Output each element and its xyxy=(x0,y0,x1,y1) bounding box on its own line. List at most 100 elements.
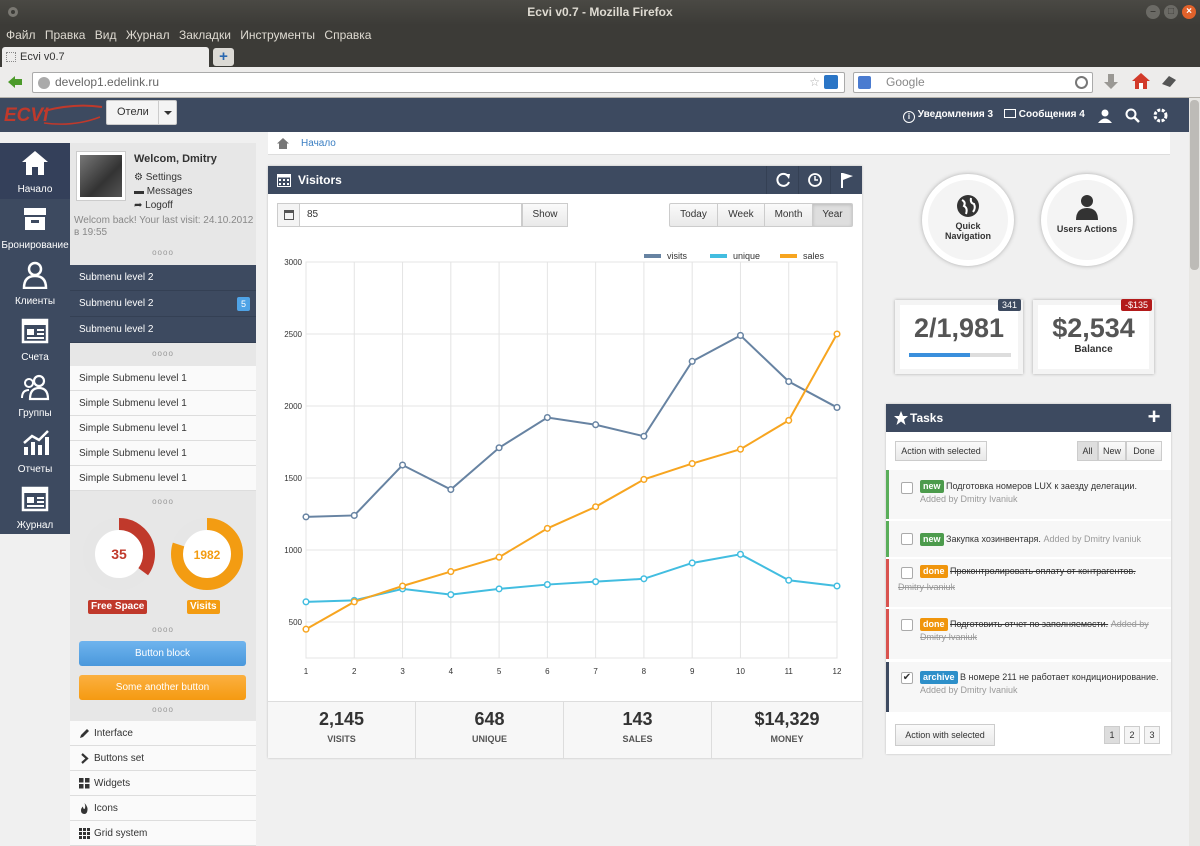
reload-icon[interactable] xyxy=(824,75,838,89)
menu-tools[interactable]: Инструменты xyxy=(240,28,316,42)
filter-new-button[interactable]: New xyxy=(1098,441,1126,461)
menu-edit[interactable]: Правка xyxy=(44,28,86,42)
nav-item-home[interactable]: Начало xyxy=(0,143,70,199)
new-tab-button[interactable]: + xyxy=(213,48,234,66)
legend-swatch-unique xyxy=(710,254,727,258)
browser-tab[interactable]: Ecvi v0.7 xyxy=(2,47,209,67)
bookmark-star-icon[interactable]: ☆ xyxy=(809,75,820,89)
period-month-button[interactable]: Month xyxy=(764,203,813,227)
logoff-link[interactable]: ➦ Logoff xyxy=(134,200,173,211)
notifications-link[interactable]: i Уведомления 3 xyxy=(903,98,993,132)
bottom-action-button[interactable]: Action with selected xyxy=(895,724,995,746)
home-icon[interactable] xyxy=(1131,72,1151,90)
simple-submenu-item[interactable]: Simple Submenu level 1 xyxy=(70,366,256,391)
period-today-button[interactable]: Today xyxy=(669,203,718,227)
menu-interface[interactable]: Interface xyxy=(70,721,256,746)
menu-file[interactable]: Файл xyxy=(6,28,36,42)
breadcrumb-link[interactable]: Начало xyxy=(301,138,336,149)
messages-link[interactable]: ▬ Messages xyxy=(134,186,192,197)
nav-item-booking[interactable]: Бронирование xyxy=(0,199,70,255)
filter-all-button[interactable]: All xyxy=(1077,441,1098,461)
show-button[interactable]: Show xyxy=(522,203,568,227)
settings-link[interactable]: ⚙ Settings xyxy=(134,172,182,183)
task-checkbox[interactable] xyxy=(901,533,913,545)
search-icon[interactable] xyxy=(1125,108,1141,124)
downloads-icon[interactable] xyxy=(1102,73,1120,91)
menu-help[interactable]: Справка xyxy=(324,28,372,42)
ecvi-logo[interactable]: ECVI xyxy=(4,103,104,127)
add-task-button[interactable]: + xyxy=(1147,404,1161,429)
menu-buttons-set[interactable]: Buttons set xyxy=(70,746,256,771)
filter-done-button[interactable]: Done xyxy=(1126,441,1162,461)
nav-item-invoices[interactable]: Счета xyxy=(0,311,70,367)
page-button-2[interactable]: 2 xyxy=(1124,726,1140,744)
avatar[interactable] xyxy=(76,151,126,201)
submenu-item[interactable]: Submenu level 2 5 xyxy=(70,291,256,317)
quick-navigation-button[interactable]: Quick Navigation xyxy=(922,174,1014,266)
period-week-button[interactable]: Week xyxy=(717,203,765,227)
flag-icon[interactable] xyxy=(830,166,862,194)
another-button[interactable]: Some another button xyxy=(79,675,246,700)
menu-grid-system[interactable]: Grid system xyxy=(70,821,256,846)
menu-bookmarks[interactable]: Закладки xyxy=(178,28,231,42)
menu-history[interactable]: Журнал xyxy=(125,28,170,42)
simple-submenu-item[interactable]: Simple Submenu level 1 xyxy=(70,466,256,491)
task-item[interactable]: new Подготовка номеров LUX к заезду деле… xyxy=(886,470,1171,519)
user-icon[interactable] xyxy=(1098,109,1112,123)
x-tick-label: 5 xyxy=(497,667,502,676)
page-button-1[interactable]: 1 xyxy=(1104,726,1120,744)
notifications-label: Уведомления 3 xyxy=(917,109,994,120)
menu-view[interactable]: Вид xyxy=(94,28,117,42)
url-bar[interactable]: develop1.edelink.ru ☆ xyxy=(32,72,845,93)
task-checkbox[interactable] xyxy=(901,619,913,631)
nav-item-groups[interactable]: Группы xyxy=(0,367,70,423)
submenu-item[interactable]: Submenu level 2 xyxy=(70,265,256,291)
google-icon[interactable] xyxy=(858,76,871,89)
nav-item-journal[interactable]: Журнал xyxy=(0,479,70,535)
task-checkbox-checked[interactable]: ✔ xyxy=(901,672,913,684)
messages-link[interactable]: Сообщения 4 xyxy=(1004,98,1085,132)
favicon-icon xyxy=(6,52,16,62)
date-input[interactable]: 85 xyxy=(277,203,522,227)
refresh-icon[interactable] xyxy=(766,166,798,194)
menu-icons[interactable]: Icons xyxy=(70,796,256,821)
stat-label: VISITS xyxy=(327,734,356,744)
close-icon[interactable]: × xyxy=(1182,5,1196,19)
task-checkbox[interactable] xyxy=(901,482,913,494)
menu-widgets[interactable]: Widgets xyxy=(70,771,256,796)
search-icon[interactable] xyxy=(1075,76,1088,89)
simple-submenu-item[interactable]: Simple Submenu level 1 xyxy=(70,391,256,416)
stat-unique: 648 UNIQUE xyxy=(416,702,564,759)
button-block[interactable]: Button block xyxy=(79,641,246,666)
users-actions-button[interactable]: Users Actions xyxy=(1041,174,1133,266)
addon-icon[interactable] xyxy=(1161,74,1177,88)
x-tick-label: 4 xyxy=(449,667,454,676)
page-button-3[interactable]: 3 xyxy=(1144,726,1160,744)
task-item[interactable]: ✔ archive В номере 211 не работает конди… xyxy=(886,662,1171,712)
action-with-selected-button[interactable]: Action with selected xyxy=(895,441,987,461)
data-point-sales xyxy=(495,553,503,561)
scrollbar[interactable] xyxy=(1189,98,1200,846)
nav-item-reports[interactable]: Отчеты xyxy=(0,423,70,479)
task-item[interactable]: new Закупка хозинвентаря. Added by Dmitr… xyxy=(886,521,1171,557)
minimize-icon[interactable]: – xyxy=(1146,5,1160,19)
period-year-button[interactable]: Year xyxy=(812,203,853,227)
scrollbar-thumb[interactable] xyxy=(1190,100,1199,270)
nav-item-clients[interactable]: Клиенты xyxy=(0,255,70,311)
back-arrow-icon[interactable] xyxy=(6,74,24,90)
simple-submenu-item[interactable]: Simple Submenu level 1 xyxy=(70,441,256,466)
data-point-unique xyxy=(495,585,503,593)
gear-icon[interactable] xyxy=(1152,107,1169,124)
calendar-icon[interactable] xyxy=(278,204,300,226)
maximize-icon[interactable]: □ xyxy=(1164,5,1178,19)
history-icon[interactable] xyxy=(798,166,830,194)
divider: oooo xyxy=(152,625,174,634)
hotel-dropdown[interactable]: Отели xyxy=(106,100,177,125)
task-checkbox[interactable] xyxy=(901,567,913,579)
simple-submenu-item[interactable]: Simple Submenu level 1 xyxy=(70,416,256,441)
window-menu-icon[interactable] xyxy=(5,4,21,20)
task-item[interactable]: done Проконтролировать оплату от контраг… xyxy=(886,559,1171,607)
task-item[interactable]: done Подготовить отчет по заполняемости.… xyxy=(886,609,1171,659)
submenu-item[interactable]: Submenu level 2 xyxy=(70,317,256,343)
search-bar[interactable]: Google xyxy=(853,72,1093,93)
